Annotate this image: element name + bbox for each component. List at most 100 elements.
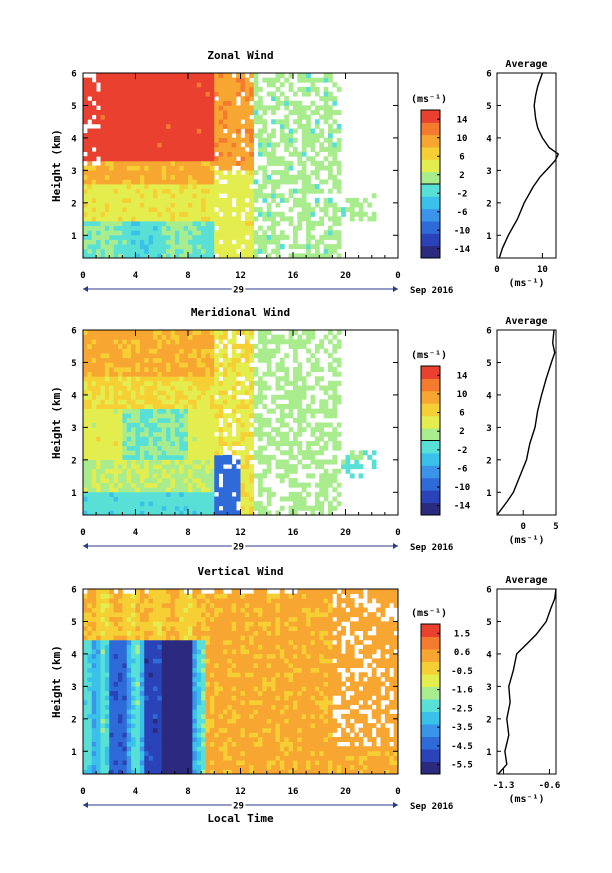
- heatmap-cell: [139, 589, 145, 595]
- heatmap-cell: [223, 221, 228, 227]
- heatmap-cell: [205, 96, 211, 102]
- heatmap-cell: [258, 390, 263, 396]
- heatmap-cell: [166, 681, 171, 687]
- heatmap-cell: [148, 473, 154, 479]
- heatmap-cell: [231, 128, 237, 134]
- heatmap-cell: [240, 491, 246, 497]
- heatmap-cell: [87, 357, 93, 363]
- heatmap-cell: [170, 681, 176, 687]
- heatmap-cell: [205, 459, 211, 465]
- heatmap-cell: [201, 119, 206, 125]
- heatmap-cell: [249, 230, 255, 236]
- heatmap-cell: [209, 253, 215, 259]
- heatmap-cell: [131, 491, 136, 497]
- heatmap-cell: [310, 427, 316, 433]
- heatmap-cell: [179, 82, 185, 88]
- heatmap-cell: [218, 399, 224, 405]
- heatmap-cell: [100, 663, 106, 669]
- heatmap-cell: [126, 86, 132, 92]
- heatmap-cell: [109, 371, 115, 377]
- heatmap-cell: [135, 211, 141, 217]
- heatmap-cell: [244, 225, 250, 231]
- y-tick-label: 6: [71, 70, 76, 80]
- heatmap-cell: [196, 179, 202, 185]
- heatmap-cell: [157, 487, 163, 493]
- heatmap-cell: [170, 695, 176, 701]
- heatmap-cell: [196, 408, 202, 414]
- heatmap-cell: [258, 114, 263, 120]
- heatmap-cell: [118, 230, 123, 236]
- heatmap-cell: [113, 114, 119, 120]
- heatmap-cell: [109, 404, 115, 410]
- heatmap-cell: [218, 230, 224, 236]
- heatmap-cell: [139, 123, 145, 129]
- heatmap-cell: [144, 86, 150, 92]
- heatmap-cell: [157, 376, 163, 382]
- heatmap-cell: [104, 137, 110, 143]
- heatmap-cell: [157, 114, 163, 120]
- heatmap-cell: [174, 478, 180, 484]
- heatmap-cell: [345, 464, 351, 470]
- heatmap-cell: [91, 764, 97, 770]
- heatmap-cell: [223, 441, 228, 447]
- heatmap-cell: [122, 602, 128, 608]
- heatmap-cell: [122, 760, 128, 766]
- heatmap-cell: [135, 459, 141, 465]
- heatmap-cell: [262, 417, 268, 423]
- heatmap-cell: [161, 339, 167, 345]
- heatmap-cell: [170, 339, 176, 345]
- heatmap-cell: [205, 197, 211, 203]
- heatmap-cell: [258, 244, 263, 250]
- heatmap-cell: [258, 119, 263, 125]
- heatmap-cell: [109, 644, 115, 650]
- heatmap-cell: [87, 672, 93, 678]
- heatmap-cell: [113, 468, 119, 474]
- heatmap-cell: [91, 621, 97, 627]
- heatmap-cell: [166, 755, 171, 761]
- heatmap-cell: [223, 211, 228, 217]
- heatmap-cell: [293, 436, 298, 442]
- heatmap-cell: [109, 239, 115, 245]
- heatmap-cell: [148, 123, 154, 129]
- heatmap-cell: [214, 482, 220, 488]
- heatmap-cell: [83, 353, 88, 359]
- heatmap-cell: [218, 244, 224, 250]
- heatmap-cell: [153, 371, 158, 377]
- heatmap-cell: [249, 464, 255, 470]
- heatmap-cell: [314, 174, 320, 180]
- heatmap-cell: [310, 142, 316, 148]
- heatmap-cell: [188, 128, 193, 134]
- heatmap-cell: [87, 436, 93, 442]
- heatmap-cell: [91, 142, 97, 148]
- heatmap-cell: [332, 151, 338, 157]
- heatmap-cell: [100, 133, 106, 139]
- heatmap-cell: [166, 239, 171, 245]
- heatmap-cell: [266, 385, 272, 391]
- heatmap-cell: [214, 184, 220, 190]
- heatmap-cell: [122, 100, 128, 106]
- heatmap-cell: [144, 394, 150, 400]
- heatmap-cell: [109, 764, 115, 770]
- heatmap-cell: [100, 468, 106, 474]
- heatmap-cell: [223, 216, 228, 222]
- heatmap-cell: [170, 170, 176, 176]
- heatmap-cell: [122, 371, 128, 377]
- heatmap-cell: [135, 727, 141, 733]
- heatmap-cell: [301, 91, 307, 97]
- heatmap-cell: [314, 367, 320, 373]
- heatmap-cell: [139, 417, 145, 423]
- heatmap-cell: [83, 362, 88, 368]
- heatmap-cell: [297, 174, 303, 180]
- heatmap-cell: [253, 501, 259, 507]
- heatmap-cell: [170, 427, 176, 433]
- day-label: 29: [233, 543, 244, 553]
- heatmap-cell: [100, 394, 106, 400]
- heatmap-cell: [157, 128, 163, 134]
- heatmap-cell: [319, 207, 325, 213]
- heatmap-cell: [118, 123, 123, 129]
- heatmap-cell: [183, 371, 189, 377]
- heatmap-cell: [113, 165, 119, 171]
- heatmap-cell: [157, 77, 163, 83]
- heatmap-cell: [279, 417, 285, 423]
- heatmap-cell: [310, 225, 316, 231]
